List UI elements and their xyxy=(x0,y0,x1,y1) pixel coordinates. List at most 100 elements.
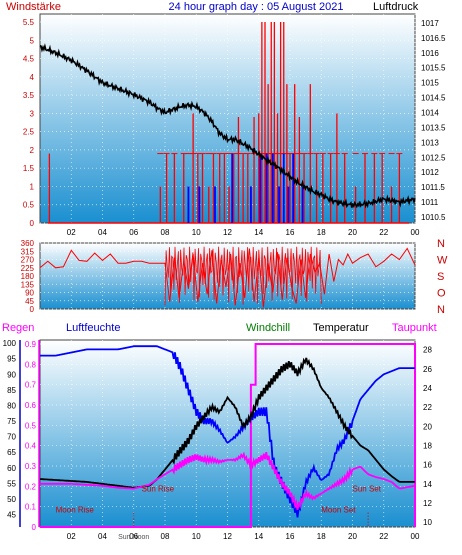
temperature-y-tick-label: 20 xyxy=(423,422,432,431)
humidity-line xyxy=(40,345,415,518)
rain-y-tick-label: 0.7 xyxy=(25,381,37,390)
moon-set-label: Moon Set xyxy=(321,506,356,515)
pressure-y-tick-label: 1012 xyxy=(421,168,439,177)
x-tick-label: 22 xyxy=(379,228,388,237)
direction-y-tick-label: 360 xyxy=(21,239,35,248)
rain-y-tick-label: 0 xyxy=(32,523,37,532)
dewpoint-line xyxy=(40,451,416,510)
direction-line-dense xyxy=(164,246,322,306)
temperature-y-tick-label: 28 xyxy=(423,346,432,355)
direction-letter: N xyxy=(437,238,445,250)
direction-letter: N xyxy=(437,304,445,316)
series-layer xyxy=(39,22,416,528)
x-tick-label: 16 xyxy=(286,532,295,541)
dewpoint-axis-title: Taupunkt xyxy=(392,322,437,334)
wind-y-tick-label: 1.5 xyxy=(23,164,35,173)
wind-y-tick-label: 1 xyxy=(30,182,35,191)
x-tick-label: 00 xyxy=(411,228,420,237)
pressure-y-tick-label: 1013 xyxy=(421,138,439,147)
humidity-y-tick-label: 90 xyxy=(7,370,16,379)
wind-y-tick-label: 2 xyxy=(30,146,35,155)
humidity-y-tick-label: 50 xyxy=(7,495,16,504)
direction-y-tick-label: 180 xyxy=(21,272,35,281)
rain-y-tick-label: 0.3 xyxy=(25,462,37,471)
x-tick-label: 08 xyxy=(161,228,170,237)
direction-letter: O xyxy=(437,288,446,300)
rain-y-tick-label: 0.2 xyxy=(25,482,37,491)
pressure-y-tick-label: 1015.5 xyxy=(421,64,446,73)
pressure-y-tick-label: 1011.5 xyxy=(421,183,445,192)
x-tick-label: 06 xyxy=(129,228,138,237)
rain-y-tick-label: 0.9 xyxy=(25,340,37,349)
x-tick-label: 18 xyxy=(317,532,326,541)
direction-y-tick-label: 45 xyxy=(25,297,34,306)
humidity-y-tick-label: 65 xyxy=(7,448,16,457)
chart-title: 24 hour graph day : 05 August 2021 xyxy=(169,1,344,13)
humidity-y-tick-label: 55 xyxy=(7,479,16,488)
x-tick-label: 18 xyxy=(317,228,326,237)
wind-y-tick-label: 2.5 xyxy=(23,128,35,137)
pressure-y-tick-label: 1013.5 xyxy=(421,123,446,132)
x-tick-label: 12 xyxy=(223,228,232,237)
wind-y-tick-label: 3 xyxy=(30,109,35,118)
rain-y-tick-label: 0.8 xyxy=(25,360,37,369)
wind-y-tick-label: 0 xyxy=(30,219,35,228)
sun-set-label: Sun Set xyxy=(353,485,382,494)
x-tick-label: 12 xyxy=(223,532,232,541)
direction-y-tick-label: 270 xyxy=(21,256,35,265)
pressure-y-tick-label: 1012.5 xyxy=(421,153,446,162)
temperature-y-tick-label: 10 xyxy=(423,518,432,527)
pressure-axis-title: Luftdruck xyxy=(373,1,419,13)
temperature-y-tick-label: 22 xyxy=(423,403,432,412)
grid-layer xyxy=(40,14,416,528)
x-tick-label: 10 xyxy=(192,532,201,541)
x-tick-label: 14 xyxy=(254,532,263,541)
humidity-y-tick-label: 70 xyxy=(7,433,16,442)
rain-line xyxy=(40,343,416,528)
direction-line xyxy=(39,247,416,308)
wind-axis-title: Windstärke xyxy=(6,1,61,13)
wind-y-tick-label: 5 xyxy=(30,36,35,45)
x-tick-label: 10 xyxy=(192,228,201,237)
pressure-y-tick-label: 1016 xyxy=(421,49,439,58)
pressure-y-tick-label: 1017 xyxy=(421,19,439,28)
temperature-line xyxy=(40,357,415,489)
x-tick-label: 00 xyxy=(411,532,420,541)
temperature-y-tick-label: 24 xyxy=(423,384,432,393)
pressure-y-tick-label: 1016.5 xyxy=(421,34,446,43)
x-tick-label: 14 xyxy=(254,228,263,237)
temperature-axis-title: Temperatur xyxy=(313,322,369,334)
windchill-axis-title: Windchill xyxy=(246,322,290,334)
x-tick-label: 20 xyxy=(348,228,357,237)
pressure-line xyxy=(39,43,416,209)
humidity-y-tick-label: 80 xyxy=(7,401,16,410)
sun-noon-label: Sun Noon xyxy=(118,534,149,541)
x-tick-label: 22 xyxy=(379,532,388,541)
pressure-y-tick-label: 1011 xyxy=(421,198,439,207)
wind-y-tick-label: 3.5 xyxy=(23,91,35,100)
x-tick-label: 04 xyxy=(98,228,107,237)
direction-y-tick-label: 90 xyxy=(25,289,34,298)
annotation-layer: Moon Rise Sun Rise Moon Set Sun Set Sun Noon xyxy=(56,485,382,541)
temperature-y-tick-label: 12 xyxy=(423,499,432,508)
rain-y-tick-label: 0.6 xyxy=(25,401,37,410)
wind-y-tick-label: 0.5 xyxy=(23,201,35,210)
x-tick-label: 02 xyxy=(67,228,76,237)
moon-rise-label: Moon Rise xyxy=(56,506,95,515)
humidity-y-tick-label: 45 xyxy=(7,511,16,520)
temperature-y-tick-label: 26 xyxy=(423,365,432,374)
temperature-y-tick-label: 18 xyxy=(423,441,432,450)
pressure-y-tick-label: 1010.5 xyxy=(421,213,446,222)
x-tick-label: 16 xyxy=(286,228,295,237)
direction-y-tick-label: 0 xyxy=(30,305,35,314)
direction-letter: W xyxy=(437,255,448,267)
wind-y-tick-label: 5.5 xyxy=(23,18,35,27)
temperature-y-tick-label: 14 xyxy=(423,480,432,489)
humidity-y-tick-label: 85 xyxy=(7,386,16,395)
direction-y-tick-label: 315 xyxy=(21,247,35,256)
pressure-y-tick-label: 1015 xyxy=(421,79,439,88)
